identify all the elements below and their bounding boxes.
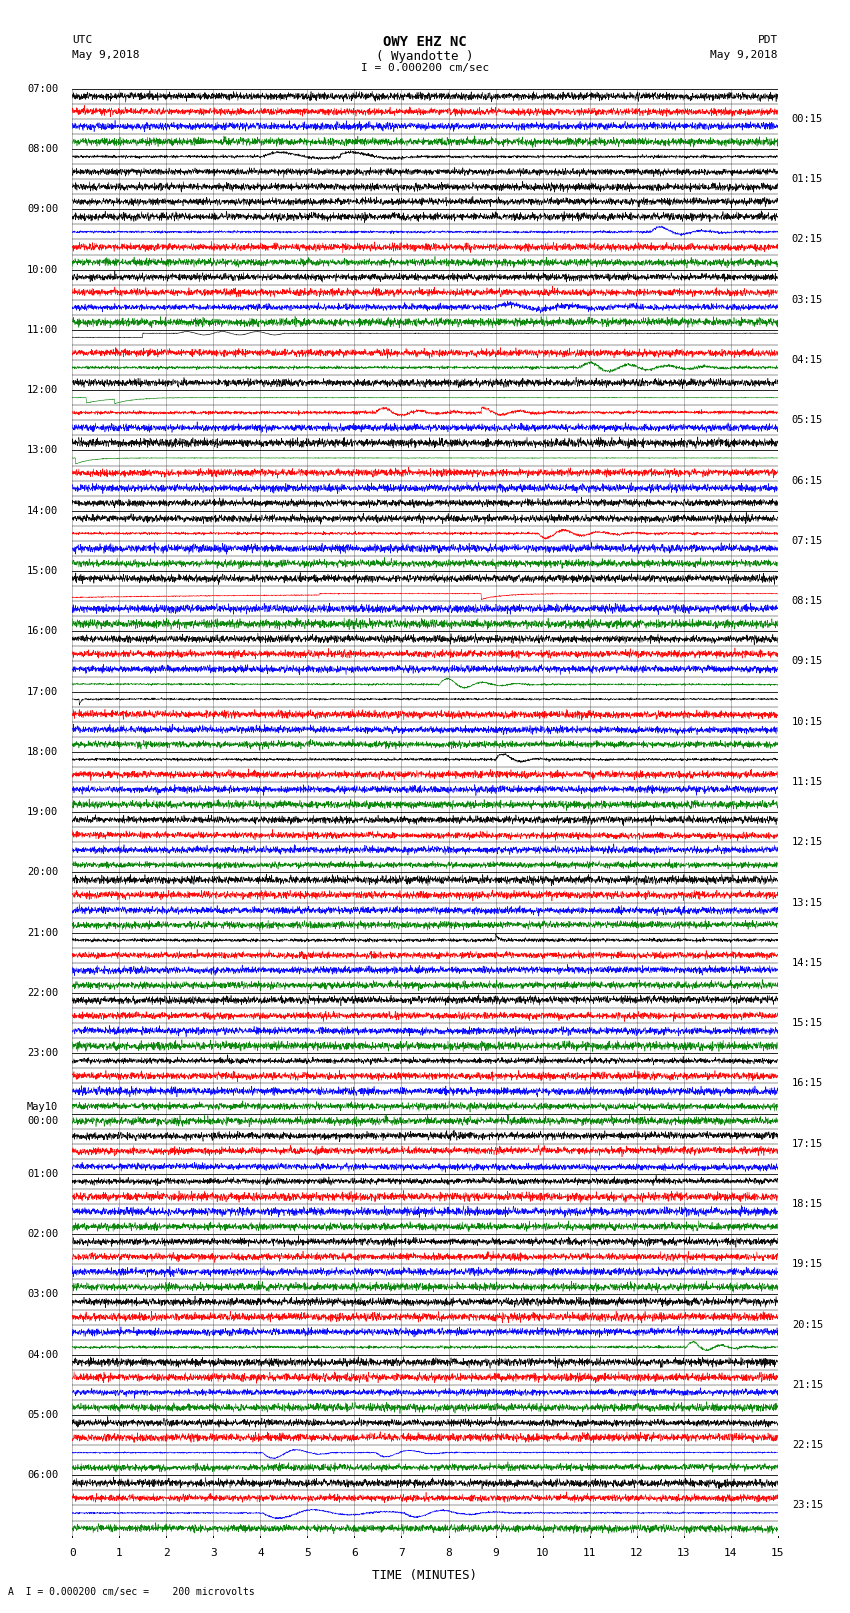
- Text: 11:15: 11:15: [792, 777, 823, 787]
- Text: 22:15: 22:15: [792, 1440, 823, 1450]
- Text: 10: 10: [536, 1547, 549, 1558]
- Text: 2: 2: [163, 1547, 170, 1558]
- Text: 6: 6: [351, 1547, 358, 1558]
- Text: 12:00: 12:00: [27, 386, 58, 395]
- Text: 06:00: 06:00: [27, 1471, 58, 1481]
- Text: 03:00: 03:00: [27, 1289, 58, 1300]
- Text: 13:00: 13:00: [27, 445, 58, 455]
- Text: 3: 3: [210, 1547, 217, 1558]
- Text: 14:15: 14:15: [792, 958, 823, 968]
- Text: 5: 5: [304, 1547, 311, 1558]
- Text: 15:00: 15:00: [27, 566, 58, 576]
- Text: 16:15: 16:15: [792, 1079, 823, 1089]
- Text: 14:00: 14:00: [27, 506, 58, 516]
- Text: 13:15: 13:15: [792, 897, 823, 908]
- Text: 10:00: 10:00: [27, 265, 58, 274]
- Text: 10:15: 10:15: [792, 716, 823, 727]
- Text: May10: May10: [27, 1102, 58, 1111]
- Text: 23:15: 23:15: [792, 1500, 823, 1510]
- Text: 08:00: 08:00: [27, 144, 58, 153]
- Text: 05:15: 05:15: [792, 415, 823, 426]
- Text: 03:15: 03:15: [792, 295, 823, 305]
- Text: 20:00: 20:00: [27, 868, 58, 877]
- Text: 16:00: 16:00: [27, 626, 58, 636]
- Text: 04:15: 04:15: [792, 355, 823, 365]
- Text: 1: 1: [116, 1547, 122, 1558]
- Text: PDT: PDT: [757, 35, 778, 45]
- Text: 06:15: 06:15: [792, 476, 823, 486]
- Text: TIME (MINUTES): TIME (MINUTES): [372, 1569, 478, 1582]
- Text: 21:15: 21:15: [792, 1379, 823, 1390]
- Text: 12: 12: [630, 1547, 643, 1558]
- Text: A  I = 0.000200 cm/sec =    200 microvolts: A I = 0.000200 cm/sec = 200 microvolts: [8, 1587, 255, 1597]
- Text: 08:15: 08:15: [792, 597, 823, 606]
- Text: 22:00: 22:00: [27, 989, 58, 998]
- Text: 18:00: 18:00: [27, 747, 58, 756]
- Text: 13: 13: [677, 1547, 690, 1558]
- Text: 00:00: 00:00: [27, 1116, 58, 1126]
- Text: 07:00: 07:00: [27, 84, 58, 94]
- Text: May 9,2018: May 9,2018: [711, 50, 778, 60]
- Text: 12:15: 12:15: [792, 837, 823, 847]
- Text: 17:00: 17:00: [27, 687, 58, 697]
- Text: I = 0.000200 cm/sec: I = 0.000200 cm/sec: [361, 63, 489, 73]
- Text: 01:15: 01:15: [792, 174, 823, 184]
- Text: 07:15: 07:15: [792, 536, 823, 545]
- Text: 00:15: 00:15: [792, 115, 823, 124]
- Text: 15: 15: [771, 1547, 785, 1558]
- Text: 02:00: 02:00: [27, 1229, 58, 1239]
- Text: 11:00: 11:00: [27, 324, 58, 336]
- Text: May 9,2018: May 9,2018: [72, 50, 139, 60]
- Text: 20:15: 20:15: [792, 1319, 823, 1329]
- Text: 18:15: 18:15: [792, 1198, 823, 1210]
- Text: 09:00: 09:00: [27, 205, 58, 215]
- Text: 02:15: 02:15: [792, 234, 823, 245]
- Text: 04:00: 04:00: [27, 1350, 58, 1360]
- Text: 19:00: 19:00: [27, 806, 58, 818]
- Text: 09:15: 09:15: [792, 656, 823, 666]
- Text: 05:00: 05:00: [27, 1410, 58, 1419]
- Text: OWY EHZ NC: OWY EHZ NC: [383, 35, 467, 50]
- Text: 0: 0: [69, 1547, 76, 1558]
- Text: 01:00: 01:00: [27, 1169, 58, 1179]
- Text: 7: 7: [398, 1547, 405, 1558]
- Text: 23:00: 23:00: [27, 1048, 58, 1058]
- Text: 19:15: 19:15: [792, 1260, 823, 1269]
- Text: 8: 8: [445, 1547, 452, 1558]
- Text: UTC: UTC: [72, 35, 93, 45]
- Text: 17:15: 17:15: [792, 1139, 823, 1148]
- Text: 11: 11: [583, 1547, 597, 1558]
- Text: 14: 14: [724, 1547, 738, 1558]
- Text: ( Wyandotte ): ( Wyandotte ): [377, 50, 473, 63]
- Text: 15:15: 15:15: [792, 1018, 823, 1027]
- Text: 4: 4: [257, 1547, 264, 1558]
- Text: 21:00: 21:00: [27, 927, 58, 937]
- Text: 9: 9: [492, 1547, 499, 1558]
